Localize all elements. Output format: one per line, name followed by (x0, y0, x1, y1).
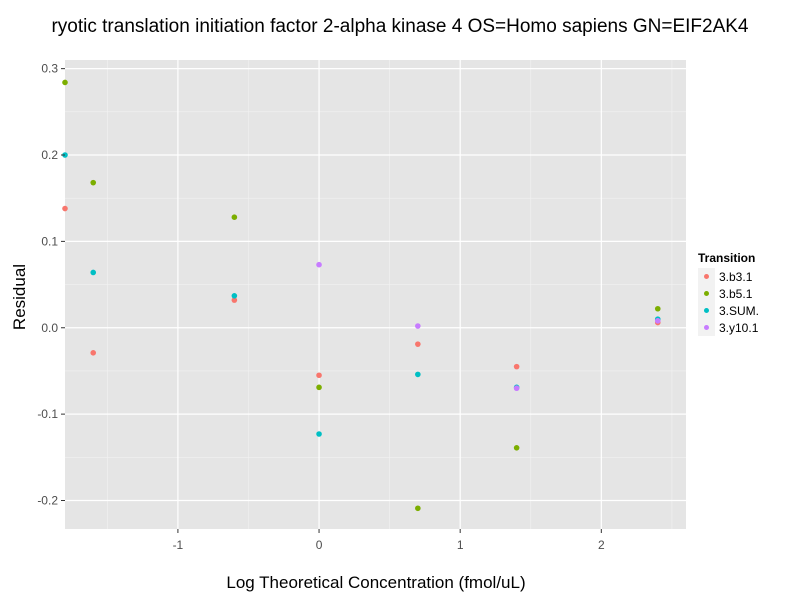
legend-label: 3.SUM. (719, 303, 760, 318)
legend-label: 3.b3.1 (719, 269, 753, 284)
legend-marker (704, 274, 709, 279)
data-point-3-b5-1 (90, 179, 97, 186)
y-tick-label: 0.0 (41, 321, 58, 335)
data-point-3-y10-1 (415, 323, 421, 329)
chart-title: ryotic translation initiation factor 2-a… (51, 16, 749, 37)
x-tick-label: 0 (316, 538, 323, 552)
data-point-3-y10-1 (316, 261, 322, 268)
data-point-3-SUM (90, 269, 97, 276)
data-point-3-SUM (231, 292, 238, 299)
data-point-3-y10-1 (513, 385, 520, 392)
y-tick-label: -0.2 (37, 493, 58, 507)
legend-item: 3.b3.1 (698, 268, 759, 285)
data-point-3-b5-1 (654, 305, 661, 312)
data-point-3-y10-1 (654, 318, 661, 324)
legend-marker (704, 325, 709, 330)
legend: Transition 3.b3.1 3.b5.1 3.SUM. 3.y10.1 (698, 251, 759, 336)
x-tick-label: 1 (457, 538, 464, 552)
data-point-3-b5-1 (231, 214, 238, 220)
legend-title: Transition (698, 251, 756, 265)
data-point-3-b5-1 (316, 384, 322, 391)
data-point-3-b5-1 (513, 445, 520, 451)
legend-key (698, 302, 715, 319)
data-point-3-b3-1 (231, 297, 238, 303)
data-point-3-b3-1 (62, 205, 68, 212)
data-point-3-b5-1 (415, 505, 421, 512)
legend-key (698, 319, 715, 336)
x-tick-label: -1 (173, 538, 184, 552)
legend-key (698, 285, 715, 302)
y-tick-label: 0.2 (41, 148, 58, 162)
y-tick-label: 0.3 (41, 62, 58, 76)
legend-label: 3.y10.1 (719, 320, 759, 335)
y-tick-label: 0.1 (41, 234, 58, 248)
x-axis-label: Log Theoretical Concentration (fmol/uL) (226, 573, 525, 592)
legend-label: 3.b5.1 (719, 286, 753, 301)
legend-item: 3.SUM. (698, 302, 759, 319)
y-tick-label: -0.1 (37, 407, 58, 421)
plot-panel (65, 60, 686, 529)
x-tick-label: 2 (598, 538, 605, 552)
data-point-3-b5-1 (62, 79, 68, 86)
legend-item: 3.y10.1 (698, 319, 759, 336)
data-point-3-SUM (415, 371, 421, 378)
data-point-3-b3-1 (513, 363, 520, 370)
data-point-3-b3-1 (415, 341, 421, 347)
y-axis-label: Residual (10, 264, 29, 330)
data-point-3-b3-1 (90, 350, 97, 356)
legend-key (698, 268, 715, 285)
data-point-3-b3-1 (316, 372, 322, 379)
legend-marker (704, 308, 709, 313)
legend-marker (704, 291, 709, 296)
data-point-3-SUM (316, 431, 322, 437)
legend-item: 3.b5.1 (698, 285, 759, 302)
